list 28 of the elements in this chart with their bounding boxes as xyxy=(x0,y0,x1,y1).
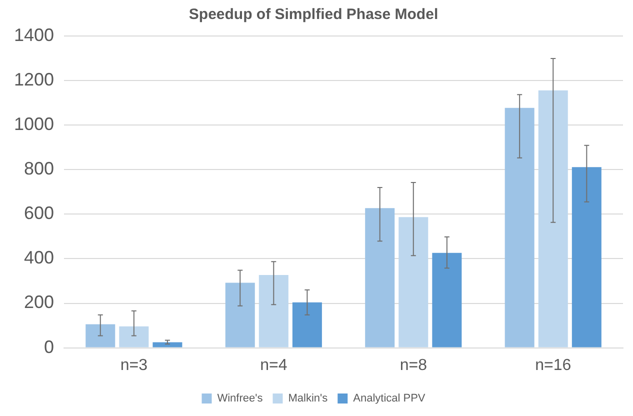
legend-label: Analytical PPV xyxy=(353,392,426,405)
y-tick-label: 400 xyxy=(24,248,54,268)
bar xyxy=(292,302,322,348)
bar xyxy=(398,217,428,348)
legend-label: Winfree's xyxy=(217,392,264,405)
chart-title: Speedup of Simplfied Phase Model xyxy=(188,6,438,24)
y-tick-label: 200 xyxy=(24,292,54,312)
y-tick-label: 1400 xyxy=(14,24,54,45)
bar xyxy=(225,282,255,348)
y-tick-label: 800 xyxy=(24,158,54,179)
bar xyxy=(152,342,182,348)
bar xyxy=(572,167,602,348)
y-tick-label: 0 xyxy=(44,336,54,357)
bar xyxy=(86,324,116,348)
y-tick-label: 1000 xyxy=(14,114,54,134)
y-tick-label: 1200 xyxy=(14,70,54,90)
y-tick-label: 600 xyxy=(24,203,54,224)
x-tick-label: n=3 xyxy=(120,356,148,374)
bar xyxy=(432,252,462,348)
x-tick-label: n=4 xyxy=(260,356,288,374)
x-tick-label: n=16 xyxy=(535,356,572,374)
bar xyxy=(365,208,395,348)
legend-label: Malkin's xyxy=(288,392,328,405)
bar xyxy=(119,326,149,348)
bar xyxy=(538,90,568,348)
bar xyxy=(258,274,288,348)
x-tick-label: n=8 xyxy=(400,356,428,374)
bar xyxy=(504,108,534,348)
